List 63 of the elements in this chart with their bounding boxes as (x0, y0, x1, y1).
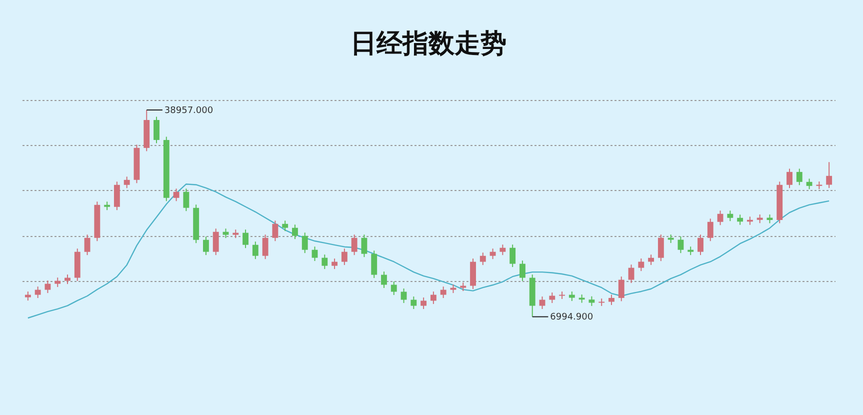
candlestick (242, 229, 248, 249)
candlestick (34, 286, 41, 299)
candlestick (114, 181, 120, 211)
candlestick (549, 292, 556, 304)
candlestick (796, 168, 802, 186)
candlestick (381, 271, 387, 288)
candlestick (519, 260, 526, 282)
candlestick (737, 214, 744, 226)
candlestick (658, 234, 664, 262)
candlestick (786, 168, 792, 189)
candlestick (568, 291, 575, 302)
candlestick (322, 254, 328, 270)
candlestick (628, 264, 634, 284)
candlestick (806, 178, 812, 190)
annotation: 38957.000 (164, 106, 214, 116)
candlestick (361, 234, 368, 258)
candlestick (282, 220, 288, 232)
candlestick (826, 162, 832, 188)
candlestick (292, 224, 298, 240)
candlestick (588, 296, 595, 306)
candlestick (480, 252, 486, 266)
candlestick (727, 210, 734, 222)
candlestick (44, 280, 51, 294)
candlestick (173, 188, 180, 202)
candlestick (510, 244, 516, 268)
candlestick (341, 248, 348, 266)
candlestick (64, 274, 70, 285)
candlestick (312, 246, 318, 262)
candlestick (470, 258, 476, 290)
candlestick (154, 116, 160, 144)
candlestick (202, 236, 209, 256)
candlestick (351, 234, 358, 256)
candlestick (707, 218, 714, 242)
chart-title: 日经指数走势 (350, 29, 506, 59)
candlestick (500, 244, 506, 256)
candlestick (648, 254, 654, 266)
candlestick (252, 241, 258, 260)
candlestick (124, 176, 130, 189)
candlestick (678, 236, 684, 254)
candlestick (717, 210, 724, 226)
candlestick (539, 296, 546, 310)
candlestick (410, 296, 417, 310)
candlestick (638, 258, 644, 272)
candlestick (54, 277, 61, 288)
candlestick (390, 281, 397, 296)
candlestick (332, 258, 338, 270)
candlestick (84, 234, 90, 256)
candlestick (608, 294, 614, 306)
candlestick (618, 276, 624, 302)
candlestick (420, 296, 427, 310)
candlestick (222, 228, 229, 239)
candlestick (272, 220, 278, 242)
candlestick (490, 248, 496, 260)
candlestick (400, 288, 407, 304)
candlestick (698, 234, 704, 256)
candlestick (262, 234, 268, 260)
candlestick (212, 228, 219, 256)
candlestick (440, 286, 446, 299)
annotation: 6994.900 (550, 312, 594, 323)
candlestick (430, 291, 436, 304)
candlestick (302, 232, 308, 254)
candlestick (183, 188, 190, 212)
candlestick (371, 250, 378, 279)
